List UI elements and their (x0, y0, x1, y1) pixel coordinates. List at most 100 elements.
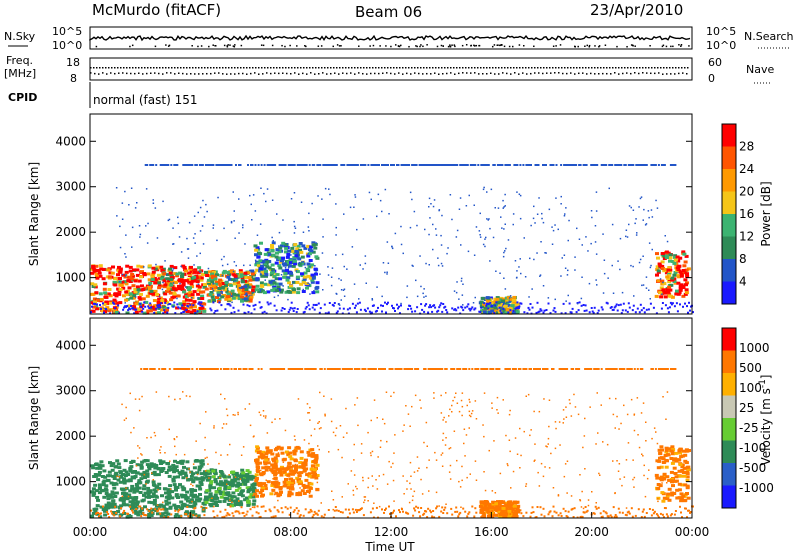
nsearch-dot (523, 44, 525, 47)
near-range-cell (437, 309, 440, 312)
nave-dot (330, 72, 332, 75)
data-cell (122, 294, 126, 298)
data-cell (295, 476, 300, 480)
speckle (188, 221, 191, 224)
nsearch-dot (129, 45, 131, 48)
band-cell (161, 164, 164, 166)
nsearch-dot (284, 45, 286, 48)
speckle (479, 234, 481, 236)
speckle (343, 295, 346, 297)
near-range-cell (233, 311, 236, 314)
data-cell (219, 474, 224, 478)
freq-dot (144, 67, 146, 69)
data-cell (152, 502, 157, 506)
speckle (220, 454, 222, 456)
band-cell (522, 164, 525, 166)
speckle (645, 223, 648, 225)
speckle (116, 215, 118, 217)
data-cell (665, 497, 670, 501)
near-range-cell (422, 513, 425, 516)
near-range-cell (192, 514, 195, 517)
data-cell (662, 472, 667, 476)
freq-dot (120, 67, 122, 69)
speckle (595, 210, 598, 212)
near-range-cell (614, 514, 617, 516)
speckle (223, 255, 225, 258)
near-range-cell (468, 511, 471, 514)
freq-dot (198, 67, 200, 69)
data-cell (147, 465, 151, 468)
data-cell (171, 477, 176, 481)
nave-dot (546, 72, 548, 74)
band-cell (612, 368, 615, 370)
near-range-cell (336, 310, 339, 313)
data-cell (686, 496, 691, 500)
band-cell (496, 368, 499, 370)
data-cell (306, 274, 311, 278)
near-range-cell (441, 506, 444, 509)
freq-dot (528, 67, 530, 69)
data-cell (208, 486, 213, 490)
nave-dot (258, 73, 260, 75)
band-cell (584, 368, 587, 370)
freq-dot (468, 67, 470, 69)
near-range-cell (585, 309, 588, 312)
near-range-cell (436, 310, 439, 313)
near-range-cell (518, 305, 521, 308)
data-cell (182, 504, 187, 508)
data-cell (108, 294, 113, 298)
near-range-cell (516, 301, 519, 304)
data-cell (128, 496, 133, 500)
data-cell (218, 470, 223, 473)
data-cell (304, 282, 309, 286)
data-cell (681, 269, 686, 272)
data-cell (147, 495, 151, 499)
data-cell (496, 301, 501, 305)
near-range-cell (507, 311, 510, 314)
data-cell (279, 447, 284, 451)
near-range-cell (242, 303, 245, 306)
near-range-cell (617, 507, 620, 510)
nsearch-dot (167, 45, 170, 47)
speckle (555, 197, 557, 199)
data-cell (135, 273, 140, 277)
speckle (249, 286, 251, 289)
band-cell (563, 368, 566, 370)
near-range-cell (434, 306, 437, 309)
band-cell (435, 368, 438, 370)
speckle (465, 205, 468, 207)
data-cell (255, 246, 260, 250)
speckle (135, 465, 138, 467)
data-cell (288, 264, 293, 268)
data-cell (166, 287, 171, 291)
nave-dot (354, 73, 356, 75)
data-cell (215, 482, 220, 486)
data-cell (175, 274, 180, 278)
nave-dot (186, 73, 188, 75)
data-cell (252, 488, 257, 492)
speckle (183, 453, 186, 456)
band-cell (349, 368, 352, 370)
data-cell (110, 468, 115, 472)
band-cell (566, 368, 569, 370)
data-cell (670, 491, 675, 495)
data-cell (274, 255, 279, 259)
near-range-cell (322, 516, 325, 519)
band-cell (269, 164, 272, 166)
data-cell (677, 488, 682, 492)
band-cell (575, 164, 578, 166)
data-cell (186, 499, 190, 503)
speckle (557, 228, 559, 231)
near-range-cell (464, 306, 467, 309)
speckle (249, 264, 251, 266)
nave-label: Nave (746, 63, 774, 76)
speckle (625, 229, 628, 231)
data-cell (314, 476, 319, 480)
nsearch-dot (559, 44, 562, 46)
freq-dot (207, 67, 209, 69)
nave-dot (438, 73, 440, 75)
near-range-cell (142, 512, 145, 515)
band-cell (313, 164, 316, 166)
data-cell (309, 482, 314, 486)
freq-dot (666, 67, 668, 69)
